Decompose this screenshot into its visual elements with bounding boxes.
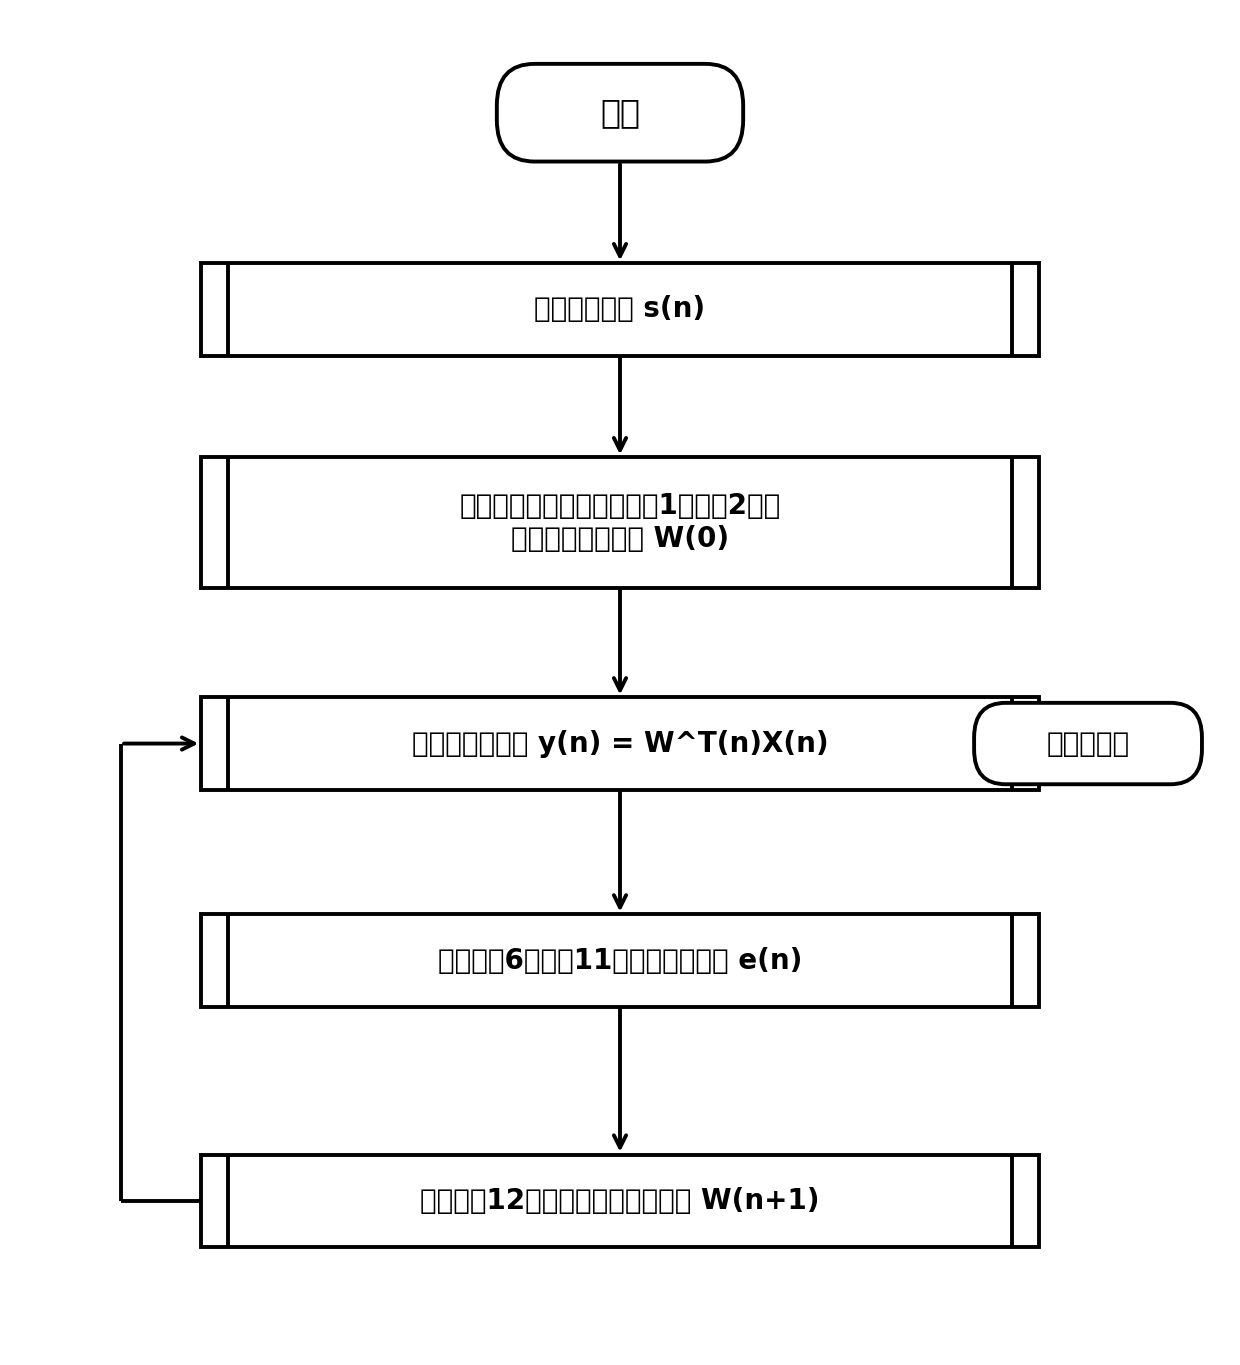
Text: 根据式（6）至（11）计算误差函数 e(n): 根据式（6）至（11）计算误差函数 e(n) bbox=[438, 946, 802, 975]
Bar bbox=[201, 457, 1039, 587]
Text: 均衡器输出: 均衡器输出 bbox=[1047, 729, 1130, 758]
Text: 根据式（12）计算均衡器系数更新 W(n+1): 根据式（12）计算均衡器系数更新 W(n+1) bbox=[420, 1186, 820, 1215]
Text: 计算均衡器输出 y(n) = W^T(n)X(n): 计算均衡器输出 y(n) = W^T(n)X(n) bbox=[412, 729, 828, 758]
Text: 开始: 开始 bbox=[600, 96, 640, 130]
Bar bbox=[201, 698, 1039, 790]
FancyBboxPatch shape bbox=[497, 64, 743, 161]
Text: 确定均衡器长度，根据式（1）、（2）确
定均衡器初始系数 W(0): 确定均衡器长度，根据式（1）、（2）确 定均衡器初始系数 W(0) bbox=[459, 493, 781, 553]
Bar bbox=[201, 263, 1039, 355]
Bar bbox=[201, 1155, 1039, 1246]
Bar bbox=[201, 915, 1039, 1007]
Text: 发送宽带信号 s(n): 发送宽带信号 s(n) bbox=[534, 295, 706, 324]
FancyBboxPatch shape bbox=[975, 703, 1202, 785]
